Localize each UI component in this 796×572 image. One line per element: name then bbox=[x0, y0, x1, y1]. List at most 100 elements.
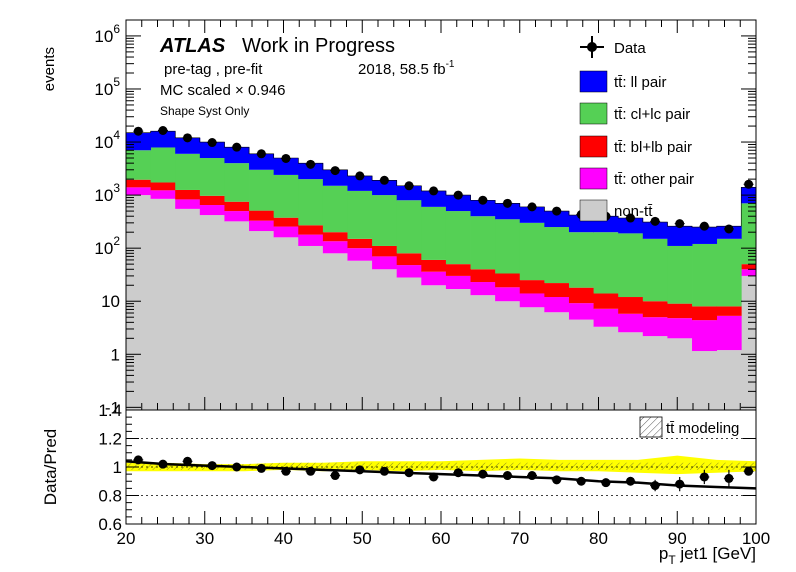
bar-cl-21 bbox=[642, 238, 668, 302]
selection-text: pre-tag , pre-fit bbox=[164, 61, 263, 78]
ratio-y-tick-label-4: 1.4 bbox=[98, 401, 122, 420]
bar-nontt-15 bbox=[495, 301, 521, 410]
bar-other-25 bbox=[741, 269, 757, 276]
ratio-y-tick-label-0: 0.6 bbox=[98, 515, 122, 534]
bar-bl-21 bbox=[642, 301, 668, 318]
bar-ll-16 bbox=[519, 206, 545, 223]
bar-cl-9 bbox=[347, 190, 373, 239]
bar-other-18 bbox=[568, 303, 594, 320]
bar-other-13 bbox=[445, 275, 471, 289]
main-y-tick-exp-0: 6 bbox=[113, 22, 120, 36]
bar-cl-3 bbox=[199, 158, 225, 196]
bar-cl-15 bbox=[495, 219, 521, 274]
bar-other-23 bbox=[692, 320, 718, 352]
bar-nontt-11 bbox=[396, 277, 422, 410]
data-point-15 bbox=[502, 198, 512, 208]
ratio-point-9 bbox=[355, 465, 365, 475]
bar-ll-7 bbox=[298, 163, 324, 180]
main-y-label: events bbox=[41, 47, 58, 91]
bar-cl-2 bbox=[175, 153, 201, 190]
ratio-point-18 bbox=[576, 476, 586, 486]
ratio-x-tick-label-6: 80 bbox=[589, 529, 608, 548]
legend-bl: tt̄: bl+lb pair bbox=[579, 135, 692, 158]
bar-cl-8 bbox=[322, 185, 348, 233]
ratio-x-tick-label-7: 90 bbox=[668, 529, 687, 548]
bar-cl-14 bbox=[470, 216, 496, 270]
main-y-tick-label-5: 10 bbox=[101, 292, 120, 311]
bar-cl-5 bbox=[249, 169, 275, 211]
bar-ll-9 bbox=[347, 175, 373, 191]
x-axis-label: pT jet1 [GeV] bbox=[659, 544, 756, 567]
bar-bl-14 bbox=[470, 269, 496, 283]
main-y-tick-label-1: 105 bbox=[94, 75, 120, 99]
legend-other-label: tt̄: other pair bbox=[614, 171, 694, 188]
bar-other-16 bbox=[519, 293, 545, 308]
ratio-point-4 bbox=[232, 462, 242, 472]
ratio-y-tick-label-2: 1 bbox=[113, 458, 122, 477]
legend-ll-label: tt̄: ll pair bbox=[614, 74, 667, 91]
main-y-tick-label-2: 104 bbox=[94, 128, 120, 152]
ratio-point-21 bbox=[650, 481, 660, 491]
data-point-2 bbox=[183, 133, 192, 143]
legend-nontt: non-tt̄ bbox=[579, 199, 653, 222]
bar-cl-20 bbox=[618, 233, 644, 298]
data-point-14 bbox=[478, 195, 488, 205]
bar-nontt-25 bbox=[741, 275, 757, 410]
bar-nontt-17 bbox=[544, 312, 570, 410]
bar-nontt-8 bbox=[322, 253, 348, 410]
data-point-5 bbox=[256, 149, 266, 159]
ratio-modeling-line bbox=[126, 460, 756, 490]
data-point-12 bbox=[429, 186, 439, 196]
ratio-point-1 bbox=[158, 459, 168, 469]
bar-bl-17 bbox=[544, 283, 570, 298]
data-points bbox=[133, 126, 754, 234]
bar-nontt-4 bbox=[224, 221, 250, 410]
ratio-y-axis: 0.6 0.8 1 1.2 1.4 bbox=[98, 401, 756, 534]
bar-ll-8 bbox=[322, 169, 348, 186]
legend-nontt-swatch bbox=[579, 199, 608, 222]
legend-cl: tt̄: cl+lc pair bbox=[579, 102, 690, 125]
bar-other-11 bbox=[396, 265, 422, 278]
main-y-tick-label-0: 106 bbox=[94, 22, 120, 46]
data-point-8 bbox=[330, 166, 340, 176]
bar-other-6 bbox=[273, 226, 299, 238]
bar-ll-12 bbox=[421, 190, 447, 207]
bar-bl-19 bbox=[593, 293, 619, 309]
bar-cl-7 bbox=[298, 179, 324, 226]
bar-cl-24 bbox=[716, 238, 742, 307]
bar-ll-13 bbox=[445, 195, 471, 212]
bar-bl-22 bbox=[667, 303, 693, 319]
bar-ll-6 bbox=[273, 158, 299, 175]
bar-bl-23 bbox=[692, 306, 718, 321]
data-point-4 bbox=[232, 142, 242, 152]
main-y-tick-exp-2: 4 bbox=[113, 128, 120, 142]
legend-bl-swatch bbox=[579, 135, 608, 158]
bar-bl-10 bbox=[372, 245, 398, 257]
bar-other-22 bbox=[667, 318, 693, 339]
main-y-tick-label-3: 103 bbox=[94, 181, 120, 205]
main-y-tick-label-6: 1 bbox=[111, 345, 120, 364]
legend-ll: tt̄: ll pair bbox=[579, 70, 667, 93]
dataset-value: 2018, 58.5 fb bbox=[358, 61, 446, 78]
ratio-point-7 bbox=[306, 466, 316, 476]
bar-ll-15 bbox=[495, 203, 521, 220]
main-y-tick-base-5: 10 bbox=[101, 292, 120, 311]
bar-bl-15 bbox=[495, 273, 521, 288]
ratio-x-axis: 20 30 40 50 60 70 80 90 100 bbox=[117, 511, 770, 548]
ratio-x-tick-label-5: 70 bbox=[510, 529, 529, 548]
bar-cl-6 bbox=[273, 174, 299, 218]
main-y-tick-base-0: 10 bbox=[94, 27, 113, 46]
data-point-17 bbox=[552, 206, 562, 216]
bar-nontt-10 bbox=[372, 269, 398, 410]
data-point-24 bbox=[724, 224, 734, 234]
ratio-point-13 bbox=[453, 468, 463, 478]
data-point-21 bbox=[650, 216, 660, 226]
data-point-16 bbox=[527, 202, 537, 212]
bar-nontt-3 bbox=[199, 215, 225, 410]
bar-nontt-1 bbox=[150, 198, 176, 410]
bar-bl-4 bbox=[224, 201, 250, 212]
bar-bl-11 bbox=[396, 253, 422, 266]
atlas-label: ATLAS Work in Progress pre-tag , pre-fit… bbox=[159, 35, 455, 118]
bar-other-17 bbox=[544, 297, 570, 313]
bar-bl-20 bbox=[618, 297, 644, 314]
